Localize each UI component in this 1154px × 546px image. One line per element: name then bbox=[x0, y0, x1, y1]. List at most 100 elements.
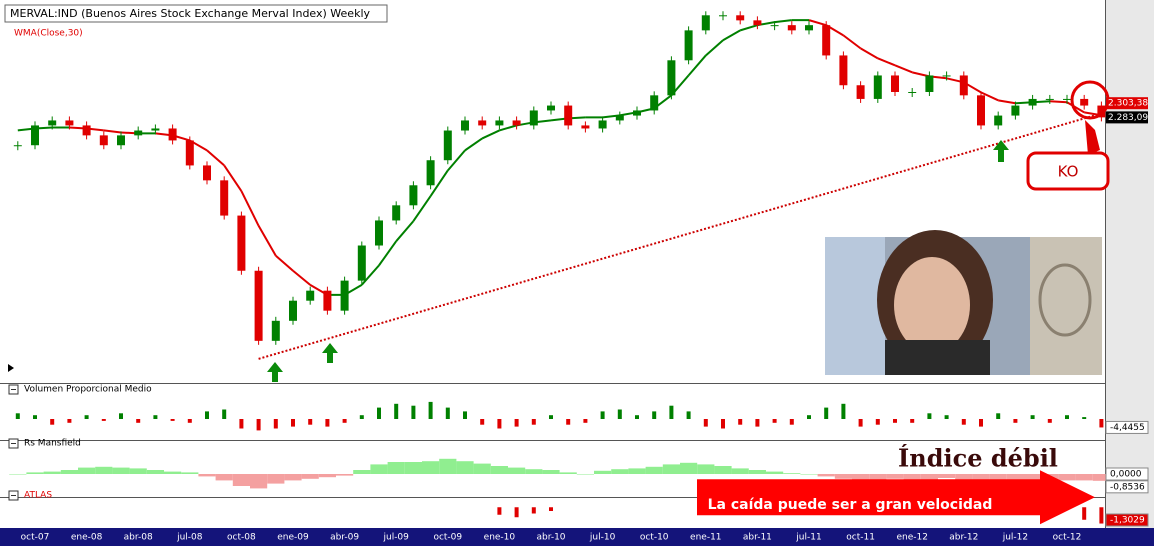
bar bbox=[15, 413, 20, 419]
bar bbox=[170, 419, 175, 421]
bar bbox=[652, 411, 657, 419]
x-tick-label: jul-09 bbox=[382, 533, 409, 543]
panel-title: ATLAS bbox=[24, 491, 52, 501]
price-label: 2.283,09 bbox=[1108, 113, 1148, 123]
ma-segment bbox=[447, 149, 466, 172]
ma-segment bbox=[687, 54, 707, 77]
y-tick-box bbox=[1105, 467, 1149, 481]
big-arrow bbox=[697, 470, 1095, 525]
candle bbox=[426, 160, 435, 186]
ma-segment bbox=[499, 124, 517, 132]
bar bbox=[359, 415, 364, 419]
candle bbox=[925, 75, 934, 92]
area-slice bbox=[611, 469, 629, 474]
bar bbox=[1047, 419, 1052, 423]
chart-title: MERVAL:IND (Buenos Aires Stock Exchange … bbox=[10, 7, 370, 20]
ma-segment bbox=[739, 24, 758, 32]
last-value-box bbox=[1105, 420, 1149, 434]
bar bbox=[772, 419, 777, 423]
bar bbox=[394, 403, 399, 419]
candle bbox=[856, 85, 865, 99]
candle bbox=[564, 105, 573, 126]
x-tick-label: jul-12 bbox=[1002, 533, 1028, 543]
candle bbox=[942, 75, 951, 77]
bar bbox=[463, 411, 467, 419]
area-slice bbox=[370, 464, 388, 474]
area-slice bbox=[250, 474, 268, 489]
x-tick-label: ene-12 bbox=[896, 533, 927, 543]
bar bbox=[497, 419, 502, 429]
bar bbox=[377, 407, 381, 419]
bar bbox=[1082, 417, 1087, 419]
candle bbox=[495, 120, 504, 126]
area-slice bbox=[164, 471, 182, 474]
candle bbox=[839, 55, 848, 86]
ma-segment bbox=[412, 195, 432, 222]
bar bbox=[789, 419, 794, 425]
bar bbox=[807, 415, 811, 419]
candle bbox=[719, 15, 727, 17]
candle bbox=[375, 220, 383, 246]
area-slice bbox=[78, 467, 96, 474]
ma-segment bbox=[292, 269, 311, 286]
bar bbox=[497, 507, 502, 515]
candle bbox=[117, 135, 125, 146]
bar bbox=[67, 419, 72, 423]
x-tick-label: abr-09 bbox=[330, 533, 359, 543]
ma-segment bbox=[464, 137, 483, 152]
area-slice bbox=[490, 466, 508, 474]
area-slice bbox=[783, 473, 801, 474]
bar bbox=[514, 419, 519, 427]
candle bbox=[977, 95, 985, 126]
panel-title: Rs Mansfield bbox=[24, 439, 81, 449]
candle bbox=[701, 15, 710, 31]
candle bbox=[99, 135, 108, 146]
ma-segment bbox=[103, 129, 122, 134]
candle bbox=[684, 30, 693, 61]
price-label: 2.303,38 bbox=[1108, 99, 1148, 109]
candle bbox=[512, 120, 521, 126]
area-slice bbox=[318, 474, 336, 478]
bar bbox=[686, 411, 691, 419]
ma-segment bbox=[481, 129, 500, 140]
bar bbox=[1013, 419, 1018, 423]
ma-segment bbox=[361, 264, 380, 286]
candle bbox=[650, 95, 659, 111]
photo bbox=[825, 230, 1102, 375]
candle bbox=[48, 120, 57, 126]
candle bbox=[787, 25, 796, 31]
price-axis bbox=[1105, 0, 1154, 528]
candle bbox=[237, 215, 246, 271]
candle bbox=[873, 75, 882, 99]
bar bbox=[445, 407, 450, 419]
x-tick-label: abr-08 bbox=[124, 533, 153, 543]
bar bbox=[239, 419, 244, 429]
bar bbox=[1082, 507, 1087, 520]
area-slice bbox=[473, 463, 491, 474]
x-axis-band bbox=[0, 528, 1154, 546]
area-slice bbox=[112, 467, 130, 474]
bar bbox=[755, 419, 760, 427]
ko-box bbox=[1026, 151, 1110, 191]
area-slice bbox=[938, 474, 956, 478]
area-slice bbox=[662, 464, 680, 474]
candle bbox=[185, 140, 194, 166]
area-slice bbox=[800, 474, 818, 475]
bar bbox=[841, 403, 846, 419]
ma-segment bbox=[860, 47, 879, 60]
area-slice bbox=[508, 467, 526, 474]
arrows bbox=[267, 140, 1009, 382]
candle bbox=[392, 205, 401, 221]
bar bbox=[927, 413, 932, 419]
ma-segment bbox=[223, 164, 243, 192]
candle bbox=[529, 110, 538, 126]
candle bbox=[908, 91, 917, 93]
candle bbox=[478, 120, 487, 126]
bar bbox=[531, 419, 536, 425]
area-slice bbox=[525, 469, 543, 474]
area-slice bbox=[559, 472, 577, 474]
area-slice bbox=[576, 474, 594, 475]
area-slice bbox=[817, 474, 835, 477]
bar bbox=[84, 415, 89, 419]
bar bbox=[1099, 507, 1104, 524]
